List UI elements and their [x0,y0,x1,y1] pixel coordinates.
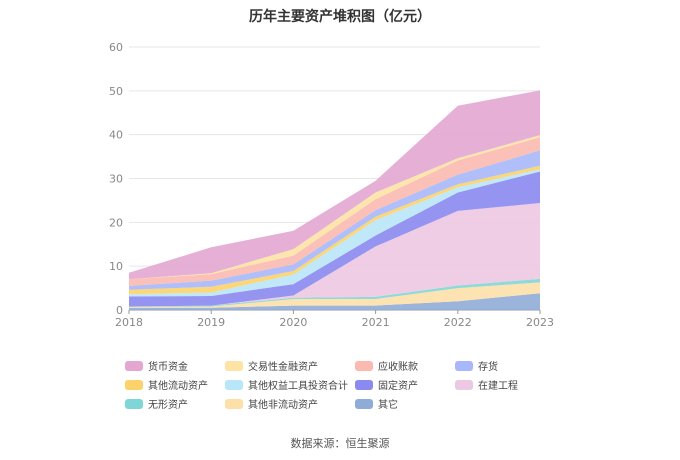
area-series [129,203,540,307]
legend-item[interactable]: 货币资金 [125,358,225,373]
area-series [129,90,540,280]
x-tick-label: 2023 [526,316,554,329]
legend-label: 其他权益工具投资合计 [248,381,348,392]
legend-label: 货币资金 [148,362,188,373]
y-tick-label: 20 [109,216,123,229]
legend-swatch [225,398,243,409]
legend-swatch [355,360,373,371]
legend-label: 存货 [478,362,498,373]
legend-swatch [125,398,143,409]
y-tick-label: 60 [109,41,123,54]
legend-swatch [355,398,373,409]
x-tick-label: 2019 [197,316,225,329]
x-tick-label: 2018 [115,316,143,329]
legend-label: 其他非流动资产 [248,400,318,411]
legend-label: 其它 [378,400,398,411]
area-series [129,171,540,307]
legend-label: 在建工程 [478,381,518,392]
legend-item[interactable]: 应收账款 [355,358,455,373]
chart-title: 历年主要资产堆积图（亿元） [249,9,431,25]
legend-item[interactable]: 固定资产 [355,377,455,392]
legend-label: 无形资产 [148,400,188,411]
legend-label: 固定资产 [378,381,418,392]
legend-item[interactable]: 无形资产 [125,396,225,411]
legend-label: 其他流动资产 [148,381,208,392]
area-series [129,282,540,308]
data-source-note: 数据来源：恒生聚源 [290,437,390,450]
y-tick-label: 10 [109,260,123,273]
legend-swatch [125,379,143,390]
area-series [129,293,540,310]
legend-item[interactable]: 其他非流动资产 [225,396,355,411]
chart-legend: 货币资金 交易性金融资产 应收账款 存货其他流动资产 其他权益工具投资合计 固定资产 在建工… [125,358,625,411]
y-tick-label: 0 [116,304,123,317]
area-series [129,169,540,297]
y-tick-label: 40 [109,129,123,142]
legend-swatch [455,360,473,371]
x-tick-label: 2020 [279,316,307,329]
legend-swatch [355,379,373,390]
legend-label: 应收账款 [378,362,418,373]
stacked-area-chart: 0 10 20 30 40 50 60 2018 2019 2020 2021 2022 2023 [109,41,554,329]
legend-item[interactable]: 交易性金融资产 [225,358,355,373]
legend-item[interactable]: 其他流动资产 [125,377,225,392]
legend-swatch [125,360,143,371]
y-tick-label: 30 [109,173,123,186]
legend-label: 交易性金融资产 [248,362,318,373]
y-tick-label: 50 [109,85,123,98]
area-series [129,150,540,290]
x-tick-label: 2021 [362,316,390,329]
legend-swatch [225,360,243,371]
legend-swatch [225,379,243,390]
area-series [129,137,540,286]
x-tick-label: 2022 [444,316,472,329]
legend-item[interactable]: 在建工程 [455,377,555,392]
legend-item[interactable]: 其他权益工具投资合计 [225,377,355,392]
legend-item[interactable]: 其它 [355,396,455,411]
legend-item[interactable]: 存货 [455,358,555,373]
legend-swatch [455,379,473,390]
